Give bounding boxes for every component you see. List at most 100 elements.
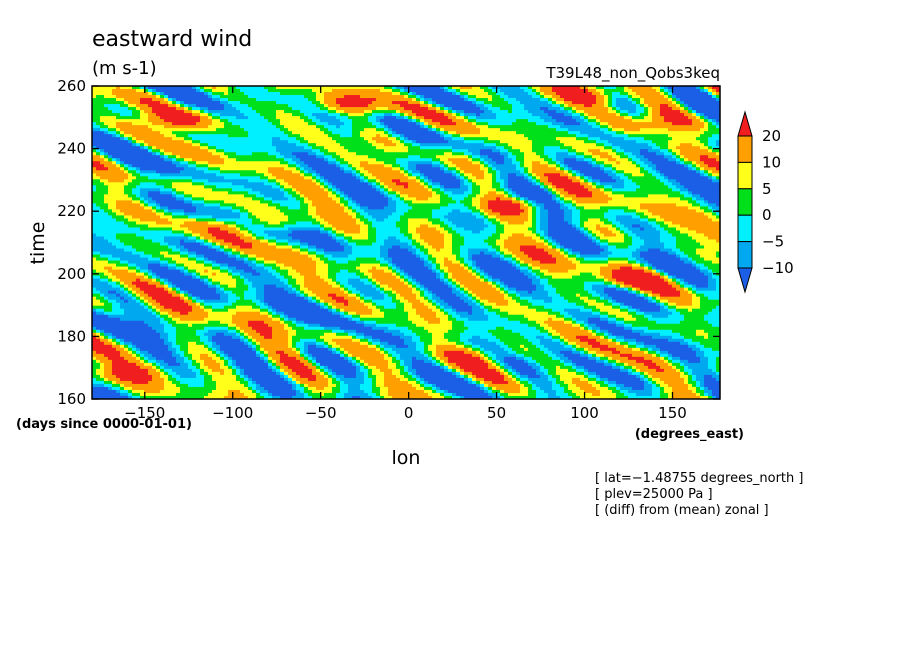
field-cell — [416, 323, 453, 328]
field-cell — [92, 305, 113, 310]
field-cell — [688, 188, 721, 192]
field-cell — [540, 227, 549, 231]
field-cell — [184, 140, 193, 144]
field-cell — [136, 140, 145, 144]
field-cell — [440, 206, 469, 210]
field-cell — [264, 173, 273, 177]
field-cell — [468, 269, 473, 273]
field-cell — [680, 356, 701, 361]
field-cell — [692, 371, 717, 376]
field-cell — [184, 296, 189, 301]
field-cell — [348, 149, 385, 153]
field-cell — [556, 239, 593, 243]
field-cell — [712, 95, 717, 99]
field-cell — [116, 338, 121, 343]
field-cell — [400, 359, 405, 364]
field-cell — [532, 161, 541, 165]
field-cell — [484, 161, 489, 165]
field-cell — [208, 92, 213, 96]
field-cell — [456, 371, 461, 376]
field-cell — [408, 167, 417, 171]
field-cell — [264, 287, 285, 292]
field-cell — [232, 209, 241, 213]
field-cell — [400, 92, 409, 96]
field-cell — [620, 227, 629, 231]
field-cell — [352, 128, 365, 132]
field-cell — [172, 284, 177, 289]
field-cell — [448, 272, 453, 277]
field-cell — [468, 188, 473, 192]
field-cell — [164, 341, 173, 346]
field-cell — [400, 89, 405, 93]
field-cell — [292, 344, 297, 349]
field-cell — [508, 95, 533, 99]
field-cell — [456, 131, 481, 135]
field-cell — [300, 374, 317, 379]
field-cell — [324, 341, 329, 346]
field-cell — [692, 260, 697, 264]
field-cell — [532, 296, 553, 301]
field-cell — [388, 353, 393, 358]
field-cell — [368, 344, 377, 349]
field-cell — [488, 359, 493, 364]
field-cell — [132, 113, 141, 117]
field-cell — [364, 215, 373, 219]
field-cell — [500, 170, 521, 174]
field-cell — [684, 251, 697, 255]
field-cell — [236, 248, 293, 252]
field-cell — [428, 320, 441, 325]
field-cell — [124, 167, 129, 171]
field-cell — [336, 332, 349, 337]
field-cell — [628, 341, 637, 346]
field-cell — [92, 194, 105, 198]
field-cell — [188, 302, 197, 307]
field-cell — [112, 266, 129, 270]
field-cell — [472, 209, 481, 213]
field-cell — [652, 86, 661, 90]
field-cell — [492, 332, 521, 337]
field-cell — [664, 119, 693, 123]
field-cell — [148, 224, 181, 228]
field-cell — [184, 194, 193, 198]
field-cell — [196, 251, 225, 255]
field-cell — [556, 137, 577, 141]
field-cell — [616, 215, 633, 219]
field-cell — [496, 284, 501, 289]
field-cell — [488, 248, 497, 252]
field-cell — [492, 278, 501, 283]
field-cell — [680, 371, 685, 376]
field-cell — [300, 194, 305, 198]
field-cell — [516, 299, 529, 304]
field-cell — [300, 164, 309, 168]
field-cell — [424, 245, 433, 249]
field-cell — [240, 326, 253, 331]
field-cell — [152, 272, 157, 277]
field-cell — [532, 164, 549, 168]
field-cell — [272, 311, 277, 316]
field-cell — [368, 224, 373, 228]
field-cell — [432, 191, 437, 195]
field-cell — [208, 179, 249, 183]
field-cell — [580, 209, 609, 213]
field-cell — [100, 293, 105, 298]
field-cell — [632, 173, 645, 177]
field-cell — [404, 212, 433, 216]
field-cell — [144, 305, 149, 310]
field-cell — [256, 194, 265, 198]
field-cell — [644, 362, 657, 367]
field-cell — [272, 359, 277, 364]
field-cell — [288, 365, 309, 370]
field-cell — [524, 221, 533, 225]
field-cell — [428, 182, 433, 186]
field-cell — [660, 365, 673, 370]
field-cell — [136, 137, 173, 141]
field-cell — [524, 161, 533, 165]
field-cell — [580, 176, 585, 180]
field-cell — [512, 161, 521, 165]
field-cell — [368, 206, 385, 210]
field-cell — [204, 359, 217, 364]
field-cell — [564, 218, 573, 222]
field-cell — [108, 296, 121, 301]
field-cell — [216, 86, 229, 90]
field-cell — [376, 116, 385, 120]
